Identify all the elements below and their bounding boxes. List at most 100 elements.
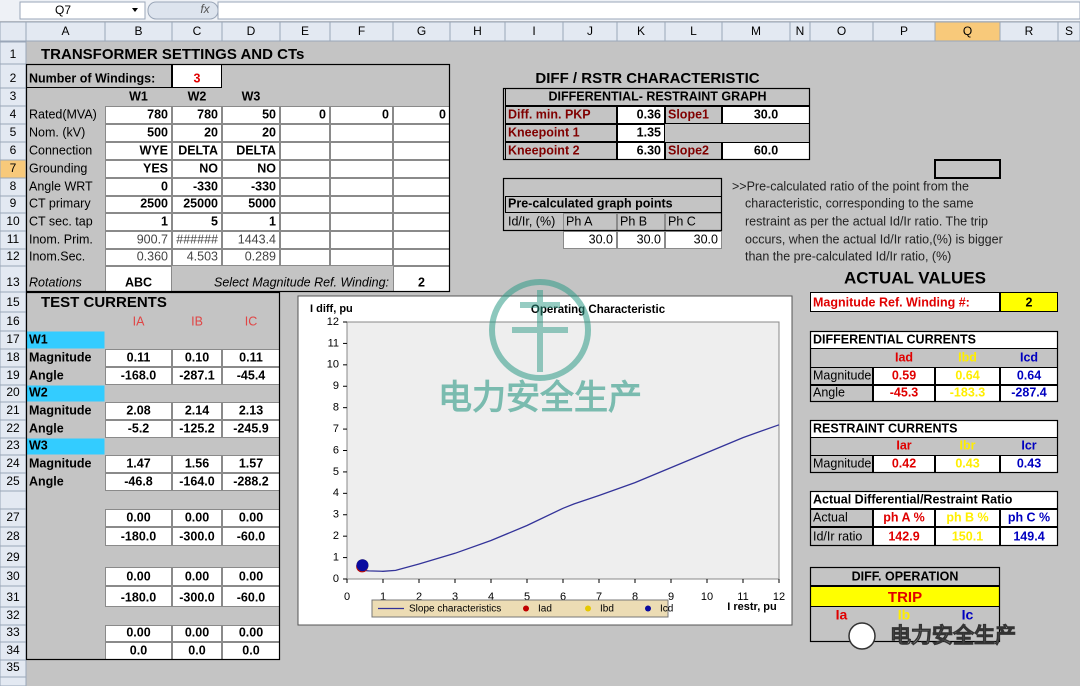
column-header-label[interactable]: H bbox=[473, 24, 482, 38]
value: NO bbox=[199, 161, 218, 175]
cell bbox=[105, 106, 172, 124]
column-header-label[interactable]: Q bbox=[963, 24, 972, 38]
cell bbox=[665, 106, 722, 124]
cell bbox=[280, 142, 330, 160]
row-header-label[interactable]: 28 bbox=[6, 529, 20, 543]
row-label: Angle WRT bbox=[29, 179, 93, 193]
row-header-label[interactable]: 30 bbox=[6, 569, 20, 583]
row-header-label[interactable]: 3 bbox=[10, 89, 17, 103]
row-header-label[interactable]: 18 bbox=[6, 350, 20, 364]
row-header-label[interactable]: 1 bbox=[10, 47, 17, 61]
column-header-label[interactable]: B bbox=[134, 24, 142, 38]
row-header-label[interactable]: 24 bbox=[6, 456, 20, 470]
row-label: Connection bbox=[29, 143, 92, 157]
row-header-label[interactable]: 34 bbox=[6, 643, 20, 657]
name-box-arrow[interactable] bbox=[132, 8, 138, 12]
column-header-label[interactable]: N bbox=[796, 24, 805, 38]
row-header-label[interactable]: 4 bbox=[10, 107, 17, 121]
cell bbox=[172, 455, 222, 473]
value: 1 bbox=[269, 214, 276, 228]
winding-label: W1 bbox=[29, 332, 48, 346]
column-header-label[interactable]: I bbox=[532, 24, 535, 38]
cell bbox=[105, 231, 172, 249]
formula-input[interactable] bbox=[217, 1, 1080, 20]
row-header-label[interactable]: 22 bbox=[6, 421, 20, 435]
label: Number of Windings: bbox=[29, 71, 155, 85]
column-header-label[interactable]: G bbox=[417, 24, 426, 38]
operation-border bbox=[809, 566, 1001, 643]
column-header-label[interactable]: L bbox=[690, 24, 697, 38]
value: 20 bbox=[204, 125, 218, 139]
column-header-label[interactable]: O bbox=[837, 24, 846, 38]
value: 0.360 bbox=[137, 249, 168, 263]
column-header-label[interactable]: J bbox=[587, 24, 593, 38]
cell bbox=[105, 402, 172, 420]
value: 5 bbox=[211, 214, 218, 228]
row-header-label[interactable]: 9 bbox=[10, 196, 17, 210]
row-header-label[interactable]: 11 bbox=[7, 232, 20, 246]
column-header-label[interactable]: C bbox=[193, 24, 202, 38]
row-header-label[interactable]: 32 bbox=[6, 608, 20, 622]
column-header-label[interactable]: P bbox=[900, 24, 908, 38]
x-axis-label: I restr, pu bbox=[727, 601, 777, 613]
cell bbox=[280, 160, 330, 178]
column-label: IA bbox=[133, 314, 145, 328]
name-box[interactable] bbox=[19, 1, 146, 20]
cell bbox=[222, 124, 280, 142]
row-header-label[interactable]: 33 bbox=[6, 625, 20, 639]
value: 0.00 bbox=[126, 625, 150, 639]
row-header-label[interactable]: 27 bbox=[6, 510, 20, 524]
column-header-label[interactable]: A bbox=[61, 24, 69, 38]
subtitle: RESTRAINT CURRENTS bbox=[813, 421, 957, 435]
row-header-label[interactable]: 12 bbox=[6, 249, 20, 263]
row-header-label[interactable]: 17 bbox=[6, 332, 20, 346]
row-header-label[interactable]: 21 bbox=[6, 403, 20, 417]
column-label: Ib bbox=[898, 607, 910, 623]
legend-label: Icd bbox=[660, 604, 673, 615]
note-line: restraint as per the actual Id/Ir ratio.… bbox=[745, 214, 988, 228]
ratio-border bbox=[809, 490, 1059, 547]
row-header-label[interactable]: 15 bbox=[6, 295, 20, 309]
value: 1443.4 bbox=[238, 232, 276, 246]
column-label: ph A % bbox=[883, 510, 924, 524]
row-header-label[interactable]: 10 bbox=[6, 214, 20, 228]
row-header-label[interactable]: 35 bbox=[6, 660, 20, 674]
row-header-label[interactable]: 20 bbox=[6, 385, 20, 399]
column-header-label[interactable]: S bbox=[1065, 24, 1073, 38]
column-header-label[interactable]: F bbox=[358, 24, 365, 38]
row-label: Diff. min. PKP bbox=[508, 107, 591, 121]
row-header-label[interactable]: 8 bbox=[10, 179, 17, 193]
value: 1 bbox=[161, 214, 168, 228]
row-header-label[interactable]: 13 bbox=[6, 275, 20, 289]
watermark: 电力安全生产 bbox=[890, 624, 1016, 648]
cell bbox=[105, 473, 172, 491]
row-header-label[interactable]: 31 bbox=[6, 590, 20, 604]
y-tick-label: 11 bbox=[328, 337, 339, 349]
column-header-label[interactable]: D bbox=[247, 24, 256, 38]
row-header-label[interactable]: 19 bbox=[6, 368, 20, 382]
x-tick-label: 5 bbox=[524, 591, 530, 603]
value: 60.0 bbox=[754, 143, 778, 157]
row-header-label[interactable]: 16 bbox=[6, 314, 20, 328]
cell bbox=[393, 160, 450, 178]
cell bbox=[393, 124, 450, 142]
selected-cell[interactable] bbox=[934, 159, 1001, 179]
row-header-label[interactable]: 7 bbox=[10, 161, 17, 175]
row-header-label[interactable]: 2 bbox=[10, 71, 17, 85]
row-header-label[interactable]: 6 bbox=[10, 143, 17, 157]
column-header-label[interactable]: R bbox=[1025, 24, 1034, 38]
cell bbox=[280, 231, 330, 249]
row-header-label[interactable]: 5 bbox=[10, 125, 17, 139]
row-header-label[interactable]: 23 bbox=[6, 438, 20, 452]
column-header[interactable] bbox=[1057, 21, 1080, 42]
row-header-label[interactable]: 25 bbox=[6, 474, 20, 488]
cell bbox=[873, 367, 935, 385]
cell bbox=[172, 402, 222, 420]
row-header[interactable] bbox=[0, 659, 27, 678]
value: -46.8 bbox=[124, 474, 153, 488]
label: Rotations bbox=[29, 275, 82, 289]
column-header-label[interactable]: K bbox=[637, 24, 645, 38]
column-header-label[interactable]: E bbox=[301, 24, 309, 38]
row-header-label[interactable]: 29 bbox=[6, 550, 20, 564]
column-header-label[interactable]: M bbox=[751, 24, 761, 38]
